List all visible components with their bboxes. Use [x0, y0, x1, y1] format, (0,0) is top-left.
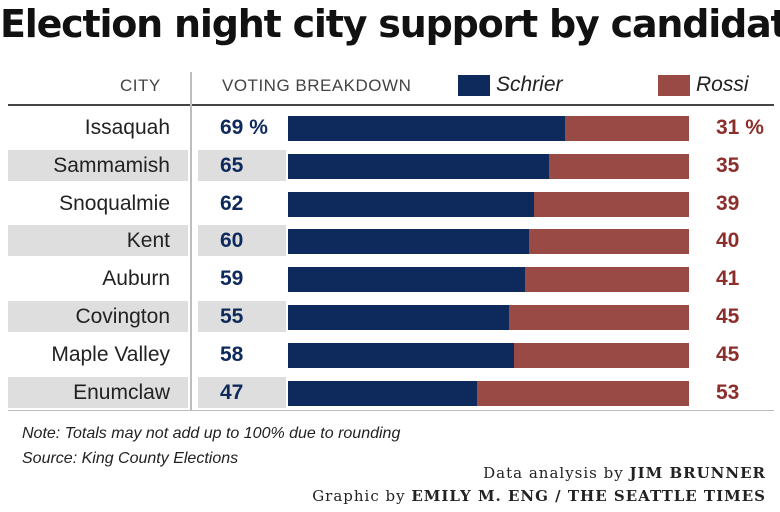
analysis-credit-name: JIM BRUNNER — [629, 464, 766, 482]
category-label: Covington — [75, 304, 170, 328]
breakdown-column-header: VOTING BREAKDOWN — [222, 76, 412, 95]
rossi-value-label: 45 — [716, 342, 740, 366]
legend-swatch-rossi — [658, 74, 690, 96]
row-stripe-city — [8, 376, 188, 408]
bottom-divider — [8, 410, 774, 411]
row-stripe-city — [8, 149, 188, 181]
schrier-value-label: 65 — [220, 153, 244, 177]
legend-label-rossi: Rossi — [696, 73, 749, 96]
schrier-value-label: 59 — [220, 267, 244, 291]
rossi-value-label: 41 — [716, 267, 740, 291]
header-divider — [8, 104, 774, 106]
bar-rossi — [524, 267, 689, 293]
rossi-value-label: 31 % — [716, 116, 764, 139]
analysis-credit-prefix: Data analysis by — [483, 464, 630, 482]
bar-schrier — [288, 267, 525, 293]
chart-row: Kent 60 40 — [8, 222, 774, 260]
source-note: Source: King County Elections — [22, 450, 239, 467]
bar-rossi — [513, 342, 689, 368]
row-stripe-value — [198, 225, 286, 257]
chart-row: Auburn 59 41 — [8, 260, 774, 298]
chart-row: Snoqualmie 62 39 — [8, 185, 774, 223]
chart-title: Election night city support by candidate — [0, 2, 780, 46]
row-stripe-city — [8, 225, 188, 257]
row-stripe-value — [198, 300, 286, 332]
schrier-value-label: 60 — [220, 229, 244, 253]
schrier-value-label: 55 — [220, 304, 244, 328]
category-label: Auburn — [102, 267, 170, 291]
bar-schrier — [288, 342, 514, 368]
bar-schrier — [288, 380, 477, 406]
chart-row: Enumclaw 47 53 — [8, 374, 774, 412]
schrier-value-label: 69 % — [220, 116, 268, 139]
bar-rossi — [508, 304, 689, 330]
rossi-value-label: 35 — [716, 153, 740, 177]
analysis-credit: Data analysis by JIM BRUNNER — [483, 464, 766, 482]
bar-rossi — [564, 116, 689, 141]
category-label: Issaquah — [84, 116, 170, 139]
graphic-credit-prefix: Graphic by — [312, 487, 412, 505]
category-label: Snoqualmie — [59, 191, 170, 215]
schrier-value-label: 58 — [220, 342, 244, 366]
bar-rossi — [528, 229, 689, 255]
legend-label-schrier: Schrier — [496, 73, 563, 96]
chart-row: Maple Valley 58 45 — [8, 336, 774, 374]
graphic-credit: Graphic by EMILY M. ENG / THE SEATTLE TI… — [312, 487, 766, 505]
chart-row: Covington 55 45 — [8, 298, 774, 336]
legend-item-rossi: Rossi — [658, 73, 749, 97]
bar-schrier — [288, 229, 529, 255]
row-stripe-value — [198, 149, 286, 181]
category-label: Sammamish — [53, 153, 170, 177]
bar-schrier — [288, 191, 535, 217]
bar-schrier — [288, 116, 565, 141]
row-stripe-value — [198, 376, 286, 408]
rossi-value-label: 53 — [716, 380, 740, 404]
row-stripe-city — [8, 300, 188, 332]
legend-swatch-schrier — [458, 74, 490, 96]
city-column-header: CITY — [120, 76, 161, 95]
bar-rossi — [548, 153, 689, 179]
bar-rossi — [534, 191, 689, 217]
graphic-credit-name: EMILY M. ENG / THE SEATTLE TIMES — [411, 487, 766, 505]
chart-row: Issaquah 69 % 31 % — [8, 109, 774, 147]
category-label: Kent — [126, 229, 170, 253]
rossi-value-label: 39 — [716, 191, 740, 215]
bar-schrier — [288, 153, 549, 179]
chart-rows: Issaquah 69 % 31 % Sammamish 65 35 Snoqualmie 6… — [8, 109, 774, 411]
category-label: Maple Valley — [51, 342, 170, 366]
chart-row: Sammamish 65 35 — [8, 147, 774, 185]
schrier-value-label: 62 — [220, 191, 244, 215]
bar-schrier — [288, 304, 509, 330]
bar-rossi — [476, 380, 689, 406]
rounding-note: Note: Totals may not add up to 100% due … — [22, 425, 401, 442]
category-label: Enumclaw — [73, 380, 170, 404]
rossi-value-label: 40 — [716, 229, 740, 253]
schrier-value-label: 47 — [220, 380, 244, 404]
column-divider — [190, 72, 192, 410]
rossi-value-label: 45 — [716, 304, 740, 328]
legend-item-schrier: Schrier — [458, 73, 563, 97]
